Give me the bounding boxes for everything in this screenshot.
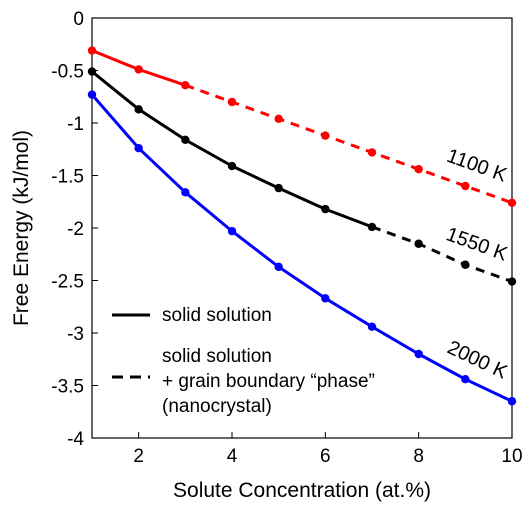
data-point xyxy=(134,65,143,74)
y-tick-label: -2 xyxy=(67,219,84,240)
x-tick-label: 4 xyxy=(227,446,238,467)
y-tick-label: -3.5 xyxy=(51,377,84,398)
data-point xyxy=(367,322,377,331)
legend: solid solution solid solution + grain boun… xyxy=(112,305,375,417)
y-tick-label: -4 xyxy=(67,429,84,450)
data-point xyxy=(87,46,97,55)
data-point xyxy=(134,144,143,153)
data-point xyxy=(321,131,330,140)
data-point xyxy=(134,105,143,114)
y-tick-label: -1 xyxy=(67,114,84,135)
data-point xyxy=(274,114,283,124)
data-point xyxy=(461,260,470,269)
data-point xyxy=(321,204,330,214)
data-point xyxy=(414,165,423,174)
y-tick-label: -3 xyxy=(67,324,84,345)
data-point xyxy=(274,262,283,272)
data-point xyxy=(181,135,190,144)
y-axis-label: Free Energy (kJ/mol) xyxy=(10,130,33,326)
legend-text: + grain boundary “phase” xyxy=(162,371,375,392)
data-point xyxy=(227,161,237,171)
y-tick-label: -2.5 xyxy=(51,272,84,293)
data-point xyxy=(367,148,377,157)
y-tick-label: -1.5 xyxy=(51,167,84,188)
series-line-dashed-0 xyxy=(184,83,513,205)
series-line-dashed-1 xyxy=(371,225,513,283)
data-point xyxy=(507,397,517,406)
data-point xyxy=(414,239,423,248)
series-line-solid-2 xyxy=(90,93,513,403)
data-point xyxy=(461,375,470,384)
data-point xyxy=(461,181,470,191)
series-layer xyxy=(87,46,517,406)
legend-text: solid solution xyxy=(162,305,272,326)
data-point xyxy=(181,188,190,197)
x-tick-label: 10 xyxy=(501,446,522,467)
legend-text: solid solution xyxy=(162,346,272,367)
y-tick-label: 0 xyxy=(73,9,84,30)
data-point xyxy=(181,81,190,90)
data-point xyxy=(321,294,330,303)
x-tick-label: 2 xyxy=(133,446,144,467)
data-point xyxy=(87,67,97,76)
x-tick-label: 6 xyxy=(320,446,331,467)
legend-text: (nanocrystal) xyxy=(162,396,272,417)
ticks-layer: 2 4 6 8 10 0 -0.5 -1 -1.5 -2 -2.5 -3 -3.5 -4 xyxy=(51,9,522,467)
data-point xyxy=(414,349,423,359)
data-point xyxy=(507,198,517,207)
data-point xyxy=(227,97,237,107)
data-point xyxy=(367,222,377,232)
x-tick-label: 8 xyxy=(413,446,424,467)
data-point xyxy=(274,183,283,193)
x-axis-label: Solute Concentration (at.%) xyxy=(173,479,431,502)
data-point xyxy=(507,277,517,286)
y-tick-label: -0.5 xyxy=(51,62,84,83)
data-point xyxy=(87,90,97,99)
data-point xyxy=(227,226,237,236)
